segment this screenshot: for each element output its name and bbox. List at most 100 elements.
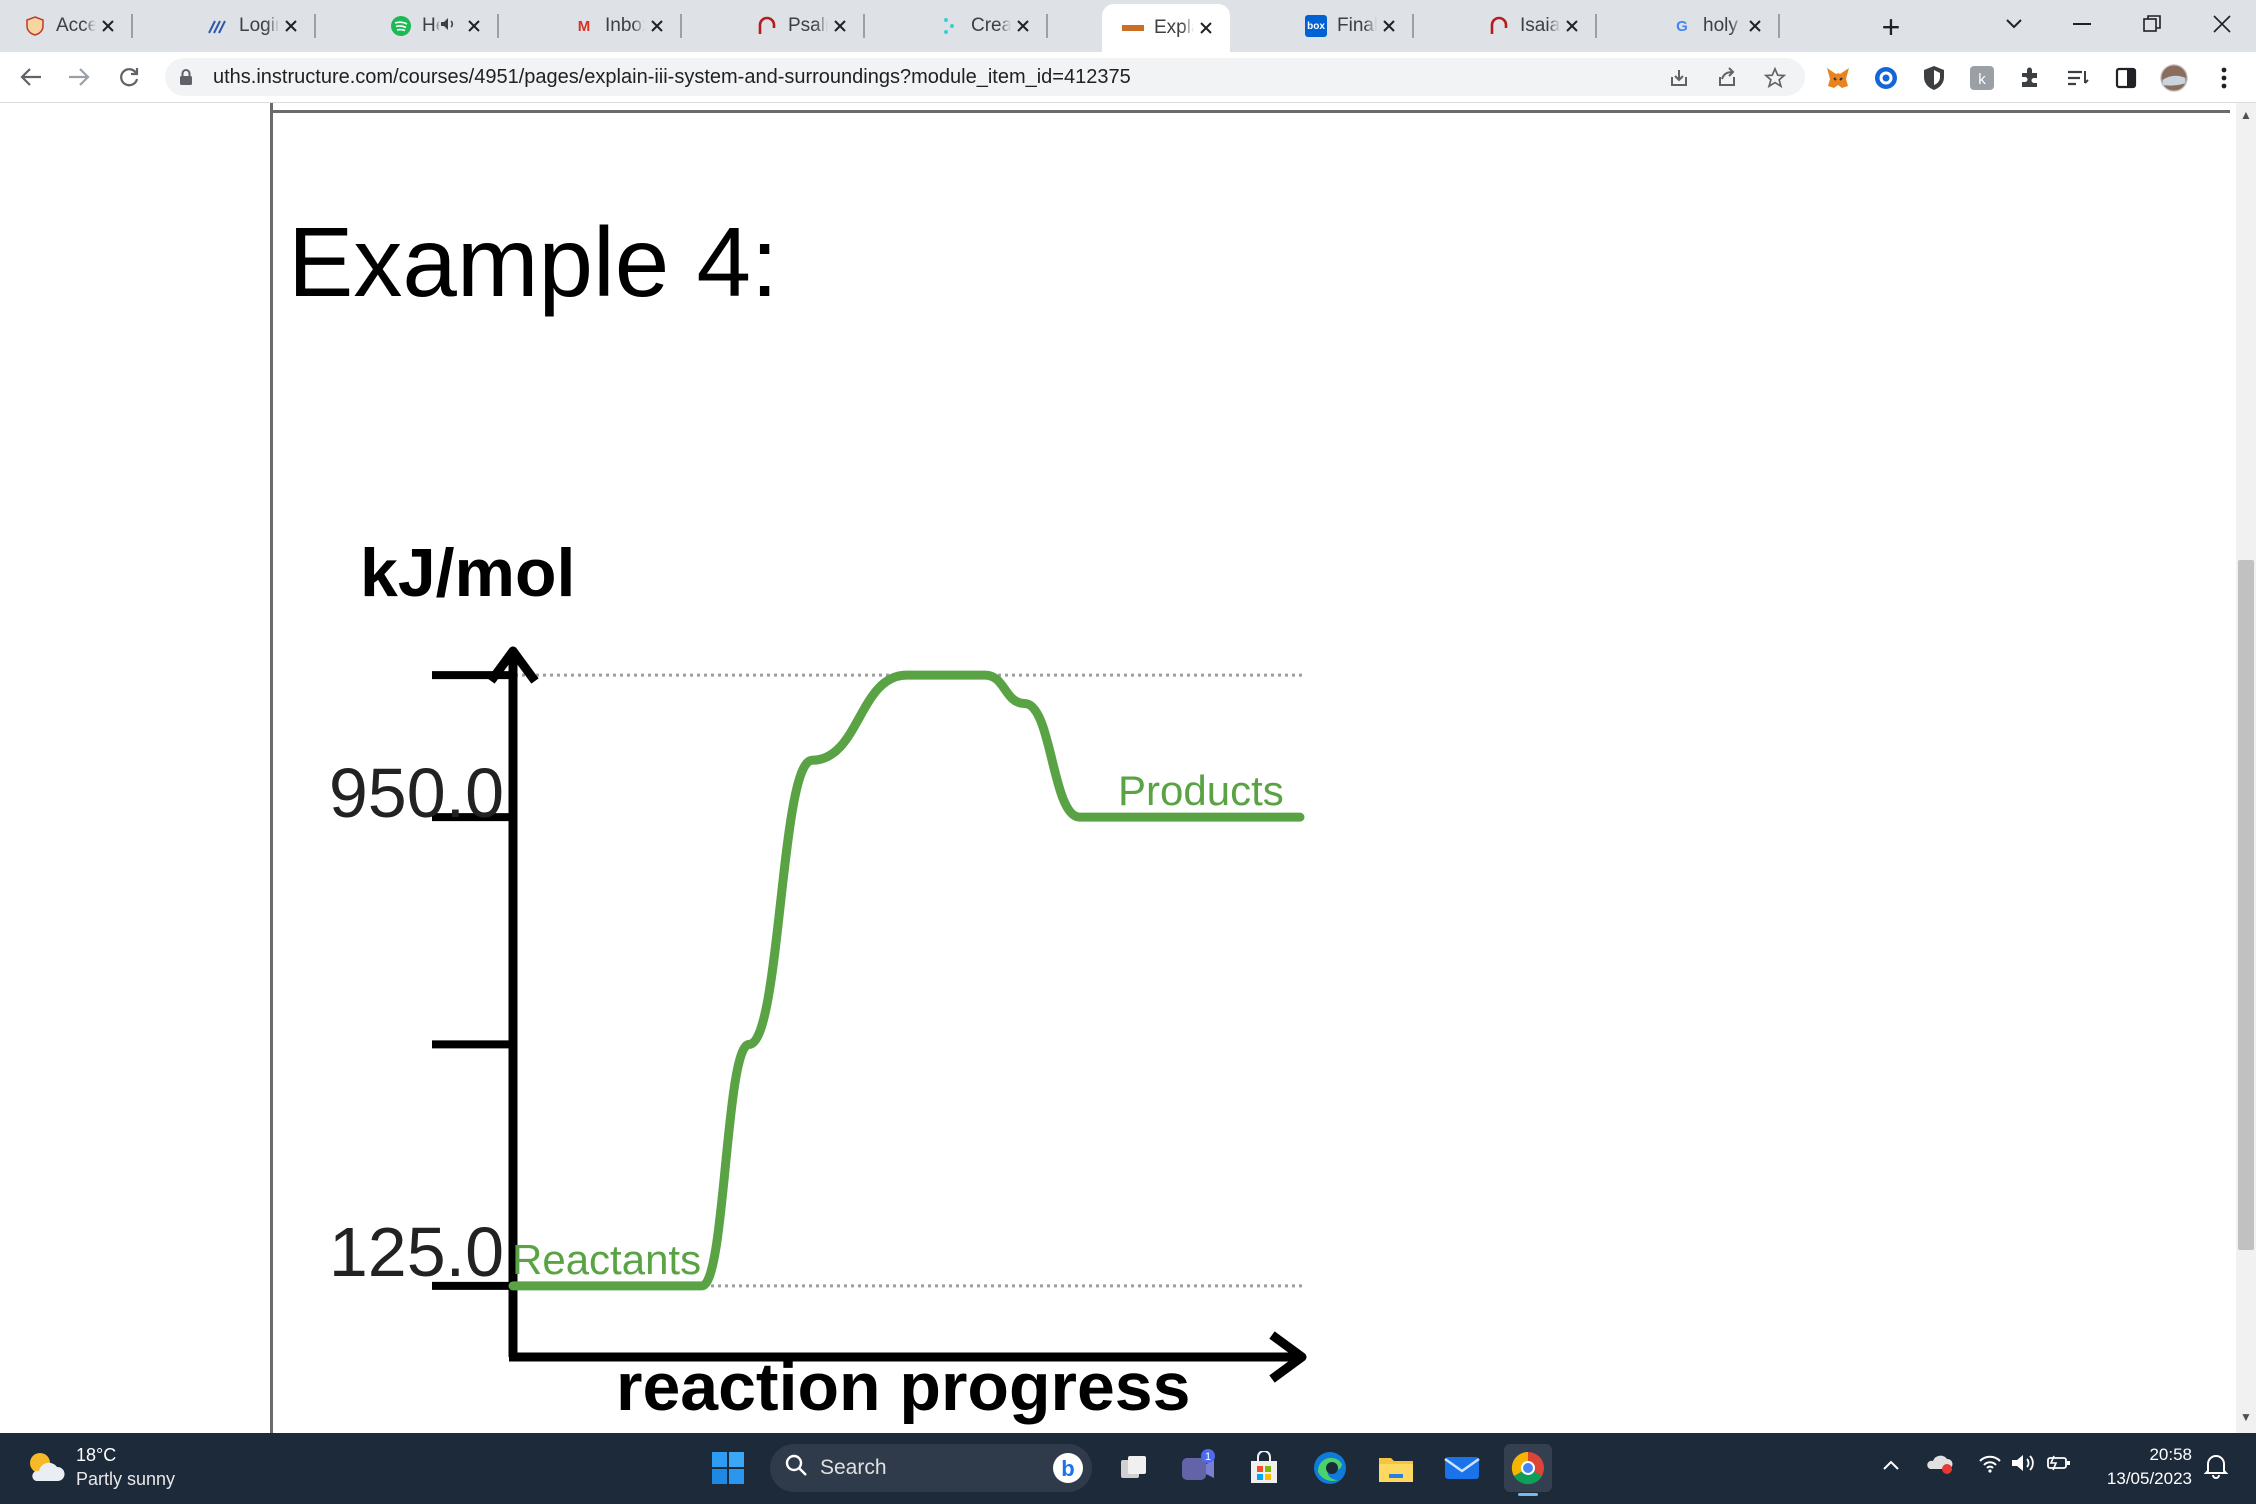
forward-button[interactable] — [62, 60, 96, 94]
lock-icon[interactable] — [179, 69, 193, 85]
address-bar[interactable]: uths.instructure.com/courses/4951/pages/… — [165, 58, 1805, 96]
close-tab-icon[interactable] — [1011, 14, 1035, 38]
scroll-down-arrow-icon[interactable]: ▼ — [2240, 1410, 2252, 1424]
bing-chat-icon[interactable]: b — [1050, 1450, 1086, 1486]
speaker-icon[interactable] — [440, 17, 456, 35]
tab-separator — [680, 14, 682, 38]
shield-crest-icon — [24, 15, 46, 37]
mail-icon[interactable] — [1438, 1444, 1486, 1492]
volume-icon[interactable] — [2010, 1453, 2036, 1478]
close-tab-icon[interactable] — [645, 14, 669, 38]
browser-tab[interactable]: M Inbox (5,87 — [553, 6, 682, 46]
close-tab-icon[interactable] — [1377, 14, 1401, 38]
energy-profile-chart: kJ/mol reaction progress 950.0 125.0 Reactan… — [329, 535, 1307, 1425]
active-app-indicator — [1518, 1493, 1538, 1496]
windows-taskbar: 18°C Partly sunny Search b 1 — [0, 1433, 2256, 1504]
browser-tab[interactable]: Isaiah 61:3 — [1468, 6, 1597, 46]
tab-title: Isaiah 61:3 — [1520, 15, 1560, 36]
tab-title: Psalm 29 N — [788, 15, 828, 36]
tab-title: Explain III: — [1154, 17, 1194, 38]
login-portal-icon — [207, 15, 229, 37]
page-heading: Example 4: — [288, 207, 779, 317]
file-explorer-icon[interactable] — [1372, 1444, 1420, 1492]
tab-separator — [1778, 14, 1780, 38]
windows-start-icon[interactable] — [704, 1444, 752, 1492]
side-panel-icon[interactable] — [2112, 64, 2140, 92]
weather-temperature[interactable]: 18°C — [76, 1445, 117, 1465]
reload-button[interactable] — [112, 60, 146, 94]
partly-sunny-weather-icon[interactable] — [24, 1447, 66, 1489]
bible-arc-icon — [1488, 15, 1510, 37]
show-hidden-icons-chevron-icon[interactable] — [1882, 1455, 1900, 1476]
weather-description[interactable]: Partly sunny — [76, 1469, 176, 1489]
tab-title: holy trinity — [1703, 15, 1743, 36]
teams-badge: 1 — [1205, 1451, 1211, 1463]
chrome-taskbar-icon[interactable] — [1504, 1444, 1552, 1496]
browser-tab[interactable]: Login - Po — [187, 6, 316, 46]
onedrive-cloud-icon[interactable] — [1926, 1451, 1954, 1480]
svg-text:k: k — [1978, 71, 1986, 88]
close-tab-icon[interactable] — [1743, 14, 1767, 38]
close-tab-icon[interactable] — [1194, 16, 1218, 40]
close-tab-icon[interactable] — [462, 14, 486, 38]
notification-bell-icon[interactable] — [2203, 1453, 2229, 1484]
extensions-puzzle-icon[interactable] — [2016, 64, 2044, 92]
microsoft-store-icon[interactable] — [1240, 1444, 1288, 1492]
quizlet-dots-icon — [939, 15, 961, 37]
browser-tab[interactable]: Explain III: — [1102, 4, 1230, 52]
grey-extension-icon[interactable]: k — [1968, 64, 1996, 92]
tab-strip: Access You Login - Po He Kno M Inbox (5,87 Ps… — [0, 0, 2256, 52]
tab-separator — [1595, 14, 1597, 38]
browser-toolbar: uths.instructure.com/courses/4951/pages/… — [0, 52, 2256, 103]
battery-icon[interactable] — [2046, 1453, 2072, 1478]
share-icon[interactable] — [1713, 64, 1741, 92]
page-scrollbar-thumb[interactable] — [2238, 560, 2254, 1250]
tab-title: Inbox (5,87 — [605, 15, 645, 36]
scroll-up-arrow-icon[interactable]: ▲ — [2240, 108, 2252, 122]
search-icon — [784, 1453, 808, 1484]
texas-logo-icon — [1122, 17, 1144, 39]
reading-list-icon[interactable] — [2064, 64, 2092, 92]
metamask-fox-icon[interactable] — [1824, 64, 1852, 92]
close-tab-icon[interactable] — [96, 14, 120, 38]
tab-title: Login - Po — [239, 15, 279, 36]
tab-title: Access You — [56, 15, 96, 36]
bookmark-star-icon[interactable] — [1761, 64, 1789, 92]
close-window-button[interactable] — [2192, 4, 2252, 44]
url-text[interactable]: uths.instructure.com/courses/4951/pages/… — [213, 65, 1131, 88]
browser-tab[interactable]: box FinalExamP — [1285, 6, 1414, 46]
restore-button[interactable] — [2122, 4, 2182, 44]
browser-tab[interactable]: Access You — [4, 6, 133, 46]
energy-curve-line — [508, 670, 1305, 1291]
edge-browser-icon[interactable] — [1306, 1444, 1354, 1492]
new-tab-button[interactable]: + — [1881, 8, 1901, 45]
browser-menu-kebab-icon[interactable] — [2210, 64, 2238, 92]
wifi-icon[interactable] — [1978, 1453, 2002, 1478]
task-view-icon[interactable] — [1110, 1444, 1158, 1492]
blue-ring-extension-icon[interactable] — [1872, 64, 1900, 92]
reactants-label: Reactants — [512, 1236, 701, 1283]
browser-tab[interactable]: Create Flas — [919, 6, 1048, 46]
content-top-border — [270, 110, 2230, 113]
back-button[interactable] — [14, 60, 48, 94]
profile-avatar[interactable] — [2160, 64, 2188, 92]
shield-extension-icon[interactable] — [1920, 64, 1948, 92]
clock-date[interactable]: 13/05/2023 — [2106, 1469, 2192, 1488]
tab-search-chevron-icon[interactable] — [1984, 4, 2044, 44]
tab-title: FinalExamP — [1337, 15, 1377, 36]
teams-chat-icon[interactable]: 1 — [1174, 1444, 1222, 1492]
browser-tab[interactable]: Psalm 29 N — [736, 6, 865, 46]
tab-separator — [131, 14, 133, 38]
close-tab-icon[interactable] — [828, 14, 852, 38]
taskbar-search-box[interactable]: Search b — [770, 1444, 1092, 1492]
gmail-icon: M — [577, 17, 591, 35]
tab-separator — [863, 14, 865, 38]
clock-time[interactable]: 20:58 — [2149, 1445, 2192, 1464]
y-axis-label: kJ/mol — [360, 535, 575, 611]
browser-tab[interactable]: He Kno — [370, 6, 499, 46]
close-tab-icon[interactable] — [279, 14, 303, 38]
install-app-icon[interactable] — [1665, 64, 1693, 92]
minimize-button[interactable] — [2052, 4, 2112, 44]
close-tab-icon[interactable] — [1560, 14, 1584, 38]
